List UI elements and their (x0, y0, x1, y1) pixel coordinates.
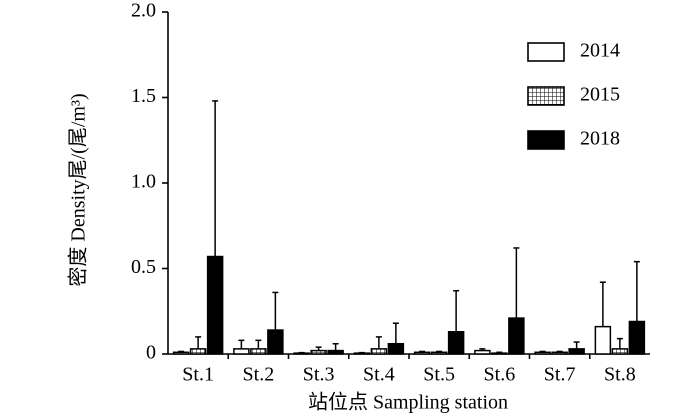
bar (628, 320, 646, 355)
y-axis-title: 密度 Density尾/(尾/m³) (67, 93, 90, 286)
bar (267, 329, 284, 355)
y-tick-label: 1.0 (131, 171, 156, 193)
legend-label: 2018 (580, 128, 620, 150)
x-tick-label: St.3 (303, 364, 335, 386)
bar (611, 348, 629, 355)
bar (430, 351, 448, 355)
bar (310, 349, 327, 355)
x-tick-label: St.7 (544, 364, 576, 386)
bar (447, 331, 465, 355)
bar (474, 349, 491, 355)
bar (413, 351, 431, 355)
bar (594, 325, 612, 355)
bar (233, 348, 250, 355)
x-axis-title: 站位点 Sampling station (308, 391, 508, 414)
y-tick-label: 1.5 (131, 85, 156, 107)
bar (327, 349, 344, 355)
bar (189, 348, 207, 355)
x-tick-label: St.1 (182, 364, 214, 386)
bar (551, 351, 568, 355)
bar (508, 317, 525, 355)
legend-label: 2015 (580, 84, 620, 106)
legend-label: 2014 (580, 40, 620, 62)
bar (206, 255, 224, 355)
legend-swatch (527, 86, 565, 106)
y-tick-label: 0 (146, 342, 156, 364)
x-tick-label: St.6 (484, 364, 516, 386)
y-tick-label: 2.0 (131, 0, 156, 22)
bar (370, 348, 388, 355)
bar (534, 351, 551, 355)
x-tick-label: St.8 (604, 364, 636, 386)
bar (491, 352, 508, 355)
y-tick-label: 0.5 (131, 256, 156, 278)
x-tick-label: St.4 (363, 364, 395, 386)
bar (172, 351, 190, 355)
legend-swatch (527, 42, 565, 62)
bar (250, 348, 267, 355)
bar (568, 348, 585, 355)
x-tick-label: St.2 (243, 364, 275, 386)
bar (387, 342, 405, 355)
legend-swatch (527, 130, 565, 150)
x-tick-label: St.5 (423, 364, 455, 386)
